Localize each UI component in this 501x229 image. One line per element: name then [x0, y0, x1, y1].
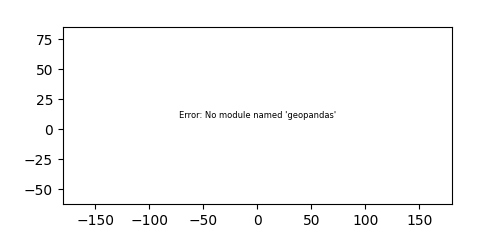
Text: Error: No module named 'geopandas': Error: No module named 'geopandas'	[178, 111, 335, 120]
